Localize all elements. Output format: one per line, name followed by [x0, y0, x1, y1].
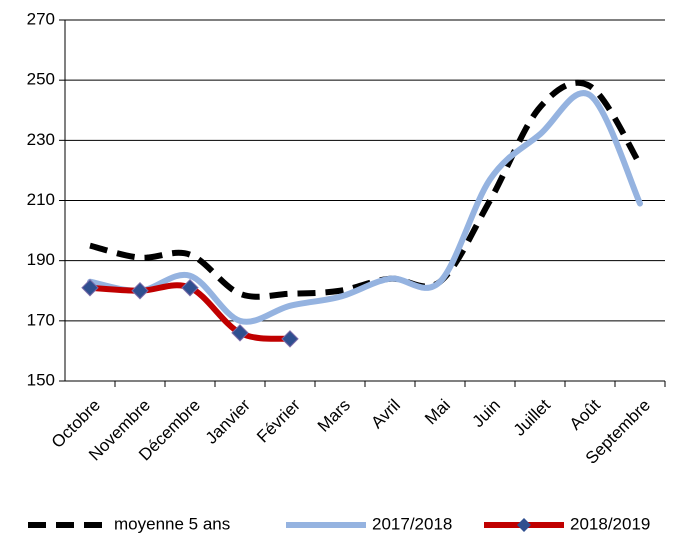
marker	[81, 279, 99, 297]
legend-label: 2017/2018	[372, 514, 452, 533]
marker	[181, 279, 199, 297]
x-tick-label: Mars	[314, 396, 354, 436]
x-tick-label: Juillet	[510, 395, 554, 439]
y-tick-label: 190	[27, 250, 55, 269]
y-tick-label: 150	[27, 370, 55, 389]
legend-label: moyenne 5 ans	[114, 514, 230, 533]
x-tick-label: Janvier	[202, 395, 254, 447]
y-tick-label: 250	[27, 70, 55, 89]
series-line	[87, 90, 643, 325]
x-tick-label: Août	[566, 395, 604, 433]
marker	[281, 330, 299, 348]
legend-label: 2018/2019	[570, 514, 650, 533]
x-tick-label: Avril	[367, 396, 404, 433]
x-tick-label: Février	[253, 395, 304, 446]
legend-marker	[517, 518, 531, 532]
y-tick-label: 210	[27, 190, 55, 209]
y-tick-label: 270	[27, 9, 55, 28]
x-tick-label: Juin	[469, 396, 504, 431]
x-tick-label: Mai	[421, 396, 454, 429]
y-tick-label: 230	[27, 130, 55, 149]
y-tick-label: 170	[27, 310, 55, 329]
marker	[131, 282, 149, 300]
marker	[231, 324, 249, 342]
